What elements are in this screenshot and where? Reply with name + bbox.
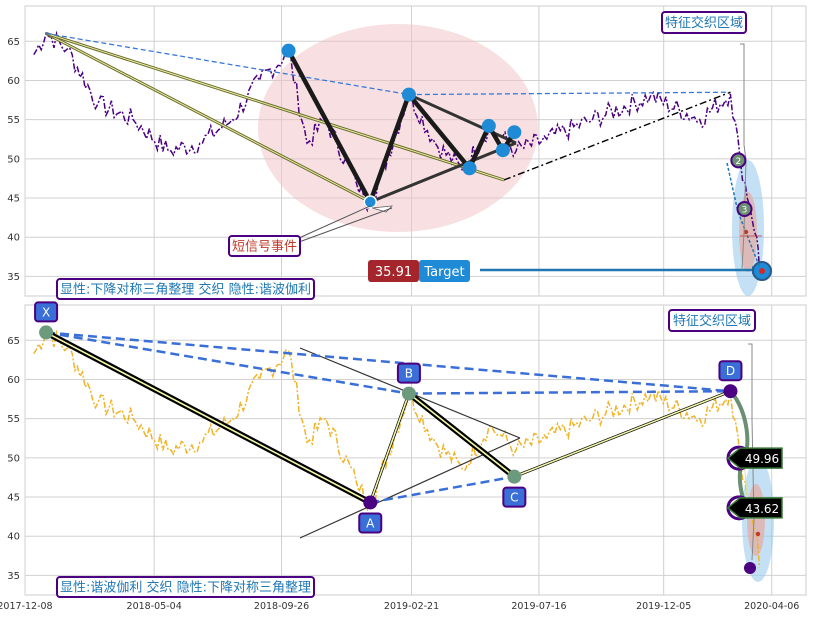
harmonic-label-box (502, 486, 527, 508)
zone-label-box (668, 309, 756, 332)
leg-AB-highlight (369, 393, 410, 503)
harmonic-label-box (358, 512, 383, 534)
x-tick-label: 2019-07-16 (511, 601, 566, 612)
bd-dashed (408, 389, 731, 395)
y-tick-label: 35 (7, 272, 20, 283)
triangle-lower-line (369, 141, 517, 204)
harmonic-label-box (718, 360, 743, 382)
triangle-upper-line (408, 93, 517, 145)
ac-dashed (370, 475, 515, 504)
y-tick-label: 60 (7, 76, 20, 87)
target-value: 43.62 (745, 502, 779, 516)
y-tick-label: 65 (7, 336, 20, 347)
y-tick-label: 50 (7, 453, 20, 464)
xc-band-highlight (45, 32, 505, 181)
upper-trend-dashed (45, 32, 410, 96)
y-tick-label: 60 (7, 375, 20, 386)
y-tick-label: 35 (7, 571, 20, 582)
zigzag-point-low-1 (363, 195, 378, 209)
zone-bracket (740, 43, 747, 271)
target-value: 49.96 (745, 452, 779, 466)
x-tick-label: 2017-12-08 (0, 601, 53, 612)
zigzag-point-low-3 (495, 143, 510, 158)
leg-XA-highlight (45, 331, 371, 504)
y-tick-label: 50 (7, 154, 20, 165)
pattern-caption-box (56, 278, 315, 300)
marker-3 (736, 201, 753, 217)
xd-dashed (45, 331, 731, 393)
bd-trend-dashed (408, 91, 731, 96)
short-signal-label-box (228, 235, 301, 257)
projection-point (744, 562, 756, 574)
pattern-caption: 显性:谐波伽利 交织 隐性:下降对称三角整理 (60, 580, 311, 596)
harmonic-label-D: D (726, 364, 735, 378)
target-point-core (759, 268, 765, 274)
short-signal-label: 短信号事件 (232, 240, 297, 255)
leg-BC-highlight (408, 392, 515, 478)
y-tick-label: 45 (7, 194, 20, 205)
plot-area (24, 304, 807, 596)
target-badge (726, 497, 783, 519)
harmonic-label-box (34, 301, 59, 323)
callout-line (298, 207, 393, 243)
marker-label: 2 (735, 157, 741, 167)
harmonic-point-B (401, 386, 416, 401)
zone-label-box (661, 11, 747, 34)
leg-CD-highlight (514, 390, 731, 478)
zone-dash-line (726, 162, 739, 213)
y-tick-label: 55 (7, 115, 20, 126)
zone-bracket (748, 343, 755, 561)
price-line (33, 30, 761, 269)
marker-label: 3 (742, 206, 748, 216)
x-tick-label: 2019-02-21 (384, 601, 439, 612)
target-label: Target (423, 265, 464, 280)
cd-trend-dashdot (503, 91, 731, 181)
y-tick-label: 40 (7, 233, 20, 244)
target-badge (726, 447, 783, 469)
pattern-caption-box (56, 576, 315, 598)
target-value-box (368, 260, 419, 282)
y-tick-label: 40 (7, 532, 20, 543)
harmonic-point-X (39, 325, 54, 340)
harmonic-label-X: X (42, 305, 50, 319)
zigzag-point-high-3 (481, 118, 496, 133)
zone-label: 特征交织区域 (665, 15, 743, 31)
harmonic-label-C: C (510, 491, 518, 505)
price-line (33, 329, 761, 568)
harmonic-label-A: A (366, 517, 375, 531)
harmonic-label-box (396, 362, 421, 384)
xa-band-highlight (45, 32, 371, 203)
y-tick-label: 45 (7, 493, 20, 504)
x-tick-label: 2018-09-26 (254, 601, 309, 612)
zigzag-point-low-2 (462, 161, 477, 176)
zigzag-point-high-1 (281, 43, 296, 58)
harmonic-point-D (723, 384, 738, 399)
x-tick-label: 2020-04-06 (744, 601, 799, 612)
harmonic-point-A (363, 495, 378, 510)
callout-line (298, 205, 371, 239)
xb-dashed (45, 331, 410, 395)
target-zone-core (747, 484, 765, 556)
x-tick-label: 2018-05-04 (127, 601, 182, 612)
harmonic-label-B: B (405, 367, 413, 381)
harmonic-point-C (507, 469, 522, 484)
marker-2 (730, 152, 747, 169)
zigzag-point-high-4 (507, 125, 522, 140)
y-tick-label: 55 (7, 414, 20, 425)
y-tick-label: 65 (7, 37, 20, 48)
zone-dot (755, 531, 761, 537)
target-value: 35.91 (375, 265, 412, 280)
x-tick-label: 2019-12-05 (636, 601, 691, 612)
zone-dot (743, 229, 749, 235)
zigzag-point-high-2 (401, 87, 416, 102)
zone-dash-line (737, 211, 761, 269)
zone-label: 特征交织区域 (673, 313, 751, 329)
pattern-caption: 显性:下降对称三角整理 交织 隐性:谐波伽利 (60, 282, 311, 298)
target-label-box (419, 260, 470, 282)
